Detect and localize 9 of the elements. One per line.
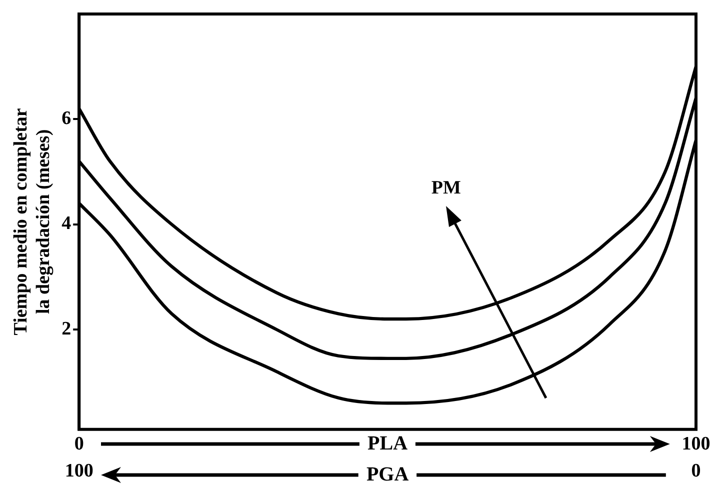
y-axis-title: Tiempo medio en completar la degradación (meses) — [10, 108, 54, 336]
x2-tick-label: 100 — [64, 460, 94, 482]
y-tick-label: 4 — [62, 213, 72, 234]
y-tick-label: 2 — [62, 318, 72, 340]
y-tick-label: 6 — [62, 108, 72, 130]
x2-axis-title: PGA — [366, 463, 410, 486]
x-axis-title: PLA — [368, 432, 408, 455]
annotation: PM — [431, 177, 461, 198]
x2-tick-label: 0 — [691, 460, 701, 482]
